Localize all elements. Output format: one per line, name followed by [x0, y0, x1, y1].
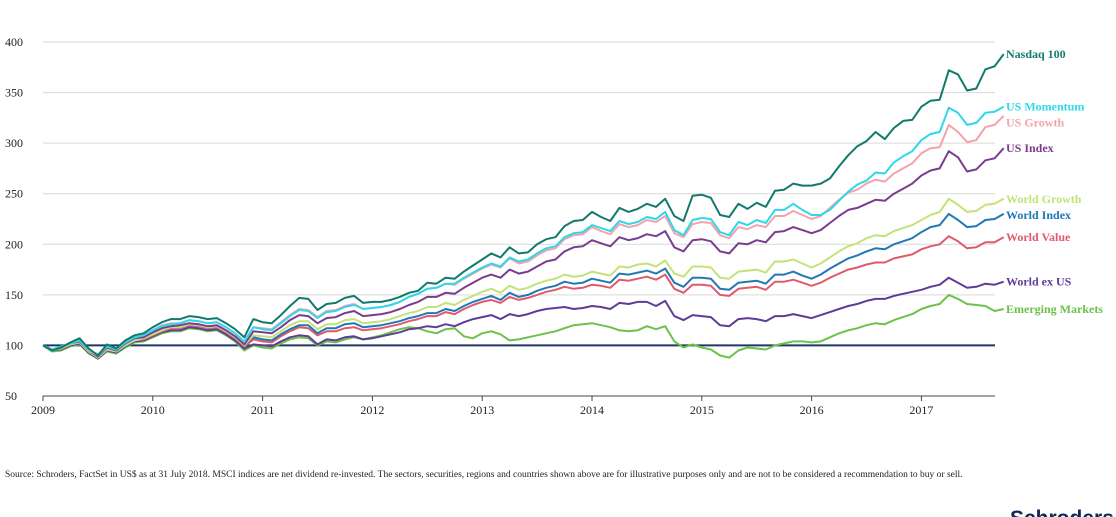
x-tick-label: 2017	[909, 403, 933, 417]
series-label-emerging-markets: Emerging Markets	[1006, 302, 1103, 316]
x-tick-label: 2009	[31, 403, 55, 417]
x-tick-label: 2011	[251, 403, 275, 417]
gridlines	[43, 41, 995, 346]
y-tick-label: 50	[5, 389, 17, 403]
series-label-nasdaq-100: Nasdaq 100	[1006, 47, 1066, 61]
series-line-world-growth	[42, 197, 1005, 359]
series-line-us-index	[42, 147, 1005, 358]
source-footnote: Source: Schroders, FactSet in US$ as at …	[5, 470, 963, 480]
line-chart: 50 100 150 200 250 300 350 400 2009 2010 2011 2012 2…	[5, 35, 1103, 417]
y-tick-label: 250	[5, 187, 23, 201]
series-label-us-index: US Index	[1006, 141, 1054, 155]
series-lines	[42, 53, 1005, 360]
series-line-world-index	[42, 212, 1005, 359]
x-tick-label: 2014	[580, 403, 604, 417]
x-tick-label: 2016	[800, 403, 824, 417]
series-label-world-value: World Value	[1006, 230, 1071, 244]
x-tick-label: 2010	[141, 403, 165, 417]
brand-logo: Schroders	[1010, 506, 1116, 517]
series-label-us-growth: US Growth	[1006, 116, 1064, 130]
y-tick-label: 200	[5, 237, 23, 251]
series-label-world-index: World Index	[1006, 208, 1071, 222]
series-line-us-growth	[42, 115, 1005, 357]
x-tick-label: 2013	[470, 403, 494, 417]
series-line-us-momentum	[42, 105, 1005, 356]
series-label-world-growth: World Growth	[1006, 192, 1082, 206]
x-tick-label: 2015	[690, 403, 714, 417]
y-tick-label: 400	[5, 35, 23, 49]
y-tick-label: 300	[5, 136, 23, 150]
y-tick-label: 350	[5, 86, 23, 100]
y-tick-label: 100	[5, 338, 23, 352]
series-label-world-ex-us: World ex US	[1006, 275, 1072, 289]
x-tick-label: 2012	[360, 403, 384, 417]
axes: 50 100 150 200 250 300 350 400 2009 2010 2011 2012 2…	[5, 35, 995, 417]
series-label-us-momentum: US Momentum	[1006, 100, 1084, 114]
series-line-nasdaq-100	[42, 53, 1005, 357]
series-labels: Nasdaq 100 US Momentum US Growth US Index Wo…	[1006, 47, 1103, 316]
series-line-world-ex-us	[42, 276, 1005, 360]
y-tick-label: 150	[5, 288, 23, 302]
